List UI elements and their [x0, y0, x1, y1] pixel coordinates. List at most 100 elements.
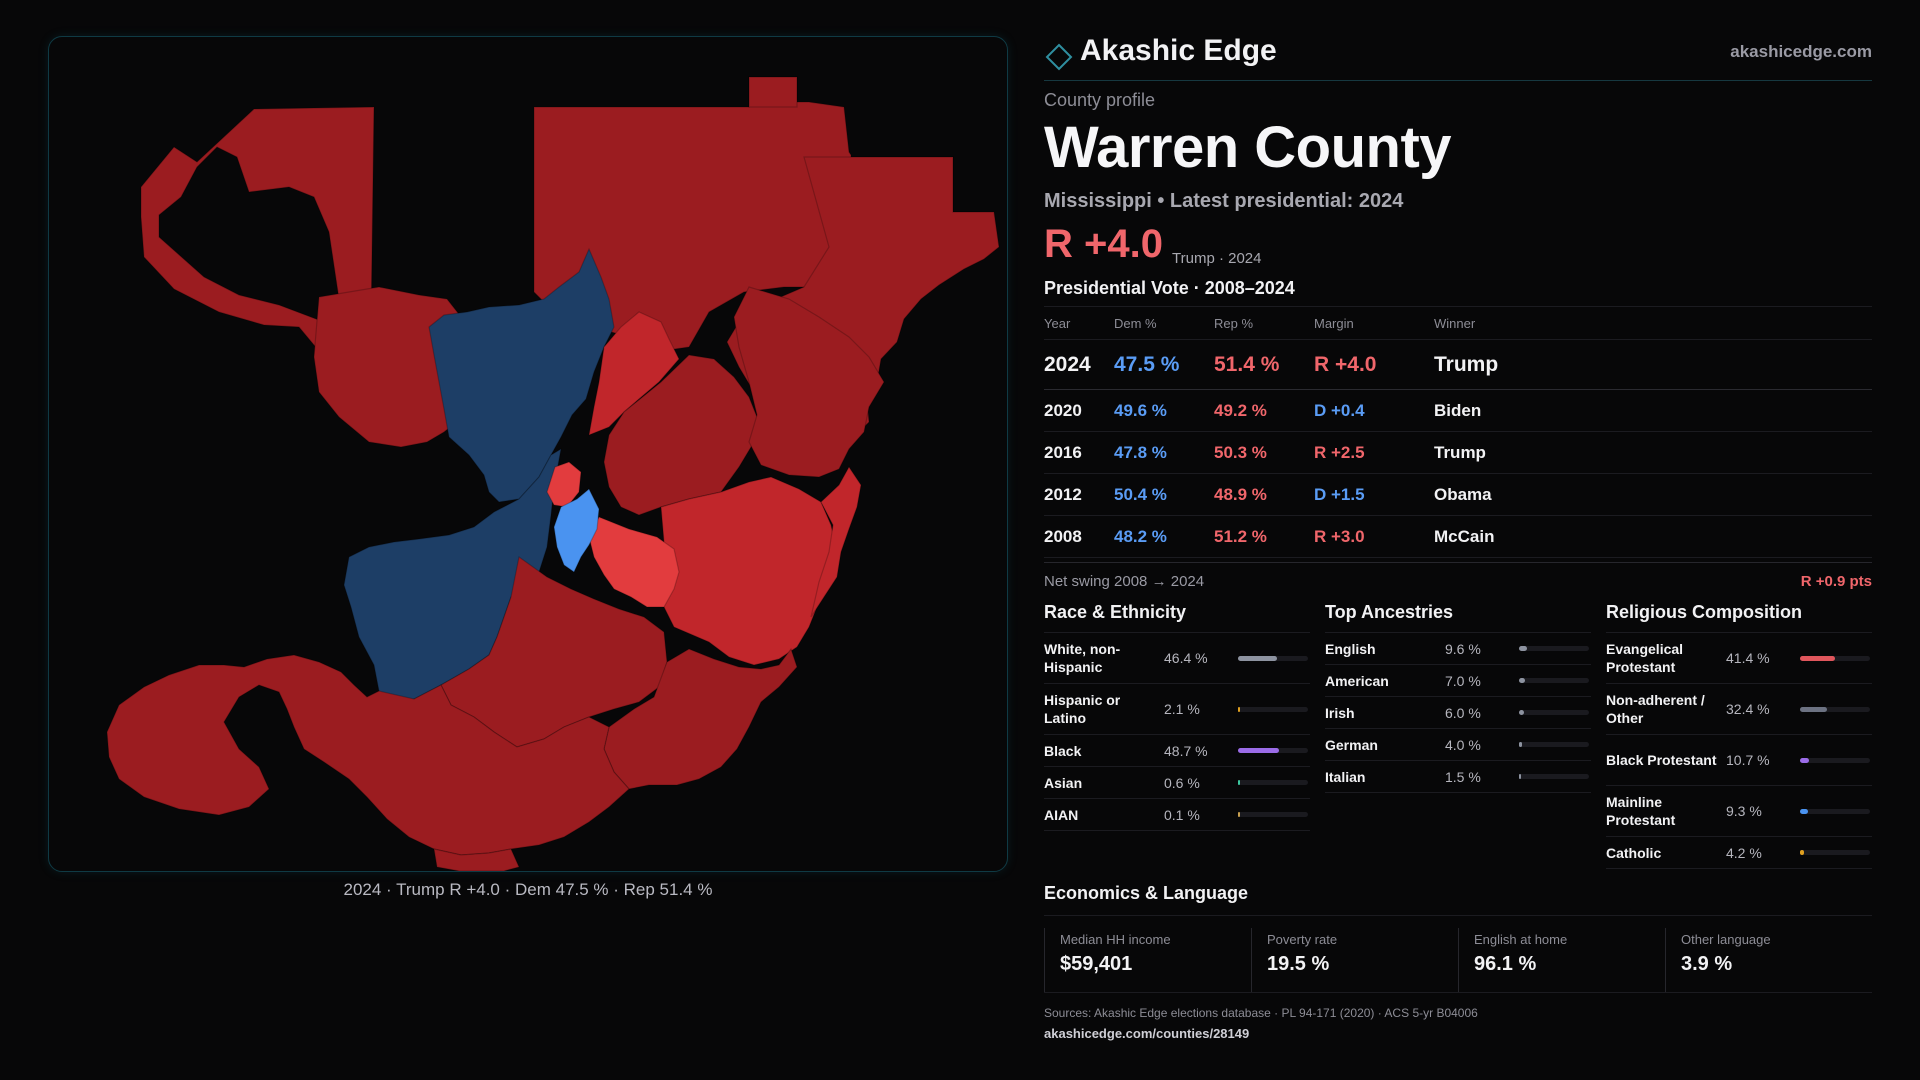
- race-name: AIAN: [1044, 806, 1079, 823]
- precinct-mid-3[interactable]: [733, 286, 885, 478]
- source-url-link[interactable]: akashicedge.com/counties/28149: [1044, 1026, 1250, 1041]
- ancestry-bar-track: [1519, 710, 1589, 715]
- ancestry-bar-fill: [1519, 646, 1528, 651]
- brand-url-link[interactable]: akashicedge.com: [1730, 42, 1872, 61]
- latest-margin: R +4.0: [1044, 222, 1163, 266]
- precinct-south-east[interactable]: [603, 647, 798, 790]
- race-bar-track: [1238, 655, 1308, 661]
- precinct-riverfront-north[interactable]: [428, 247, 615, 503]
- header-rep: Rep %: [1214, 306, 1314, 340]
- rep-pct-cell: 51.4 %: [1214, 339, 1314, 390]
- economics-label: Median HH income: [1060, 932, 1171, 947]
- year-cell: 2008: [1044, 515, 1114, 558]
- precinct-downtown-red[interactable]: [588, 516, 680, 608]
- race-pct: 48.7 %: [1164, 742, 1208, 759]
- vote-section-title: Presidential Vote · 2008–2024: [1044, 278, 1295, 298]
- county-subtitle: Mississippi • Latest presidential: 2024: [1044, 190, 1404, 212]
- ancestry-pct: 7.0 %: [1445, 672, 1481, 689]
- religion-name: Mainline Protestant: [1606, 794, 1676, 828]
- rep-pct-cell: 48.9 %: [1214, 473, 1314, 516]
- ancestry-row: American 7.0 %: [1325, 665, 1591, 697]
- vote-row-2012: 2012 50.4 % 48.9 % D +1.5 Obama: [1044, 473, 1872, 516]
- precinct-east-light[interactable]: [653, 476, 838, 666]
- precinct-mid-2[interactable]: [603, 354, 760, 516]
- county-map[interactable]: [48, 36, 1008, 872]
- brand-header: Akashic Edge akashicedge.com: [1044, 34, 1872, 81]
- margin-cell: D +0.4: [1314, 389, 1434, 432]
- ancestry-bar-fill: [1519, 710, 1525, 715]
- dem-pct-cell: 50.4 %: [1114, 473, 1214, 516]
- margin-cell: D +1.5: [1314, 473, 1434, 516]
- religion-pct: 9.3 %: [1726, 803, 1762, 819]
- race-bar-fill: [1238, 706, 1240, 712]
- margin-cell: R +2.5: [1314, 431, 1434, 474]
- header-margin: Margin: [1314, 306, 1434, 340]
- precinct-downtown-blue[interactable]: [553, 488, 600, 573]
- vote-row-2024: 2024 47.5 % 51.4 % R +4.0 Trump: [1044, 339, 1872, 390]
- ancestry-bar-fill: [1519, 774, 1521, 779]
- precinct-south-tip[interactable]: [433, 848, 520, 871]
- economics-value: $59,401: [1060, 953, 1133, 975]
- religion-bar-track: [1800, 757, 1870, 763]
- economics-cell: Median HH income $59,401: [1044, 928, 1251, 992]
- precinct-southwest[interactable]: [106, 654, 630, 856]
- precinct-east-edge[interactable]: [810, 465, 862, 618]
- religion-bar-track: [1800, 655, 1870, 661]
- religion-row: Mainline Protestant 9.3 %: [1606, 786, 1872, 837]
- religion-bar-fill: [1800, 850, 1804, 855]
- vote-row-2008: 2008 48.2 % 51.2 % R +3.0 McCain: [1044, 515, 1872, 558]
- margin-cell: R +3.0: [1314, 515, 1434, 558]
- economics-title: Economics & Language: [1044, 883, 1872, 916]
- race-pct: 0.6 %: [1164, 774, 1200, 791]
- religion-bar-fill: [1800, 757, 1809, 763]
- race-pct: 2.1 %: [1164, 701, 1200, 717]
- race-name: Black: [1044, 742, 1082, 759]
- ancestry-title: Top Ancestries: [1325, 600, 1591, 633]
- religion-row: Evangelical Protestant 41.4 %: [1606, 633, 1872, 684]
- precinct-mid-1[interactable]: [588, 311, 680, 436]
- race-bar-track: [1238, 706, 1308, 712]
- religion-bar-fill: [1800, 808, 1808, 814]
- race-bar-track: [1238, 780, 1308, 785]
- map-caption: 2024 · Trump R +4.0 · Dem 47.5 % · Rep 5…: [343, 880, 713, 899]
- religion-bar-track: [1800, 850, 1870, 855]
- religion-row: Catholic 4.2 %: [1606, 837, 1872, 869]
- ancestry-name: American: [1325, 672, 1389, 689]
- net-swing-label: Net swing 2008 → 2024: [1044, 573, 1205, 590]
- ancestry-pct: 4.0 %: [1445, 736, 1481, 753]
- race-title: Race & Ethnicity: [1044, 600, 1310, 633]
- precinct-downtown-red-small[interactable]: [546, 461, 582, 508]
- precinct-north-strip[interactable]: [748, 76, 798, 108]
- race-row: Asian 0.6 %: [1044, 767, 1310, 799]
- page-title: Warren County: [1044, 115, 1452, 180]
- winner-cell: McCain: [1434, 515, 1872, 558]
- year-cell: 2020: [1044, 389, 1114, 432]
- religion-bar-track: [1800, 808, 1870, 814]
- precinct-map-svg[interactable]: [49, 37, 1007, 871]
- county-profile-panel: Akashic Edge akashicedge.com County prof…: [1044, 0, 1872, 1080]
- race-bar-track: [1238, 748, 1308, 753]
- economics-value: 96.1 %: [1474, 953, 1537, 975]
- rep-pct-cell: 51.2 %: [1214, 515, 1314, 558]
- religion-name: Catholic: [1606, 844, 1662, 861]
- winner-cell: Obama: [1434, 473, 1872, 516]
- ancestry-panel: Top Ancestries English 9.6 % American 7.0 %…: [1325, 600, 1591, 793]
- religion-bar-track: [1800, 706, 1870, 712]
- winner-cell: Trump: [1434, 339, 1872, 390]
- religion-pct: 32.4 %: [1726, 701, 1770, 717]
- economics-value: 3.9 %: [1681, 953, 1733, 975]
- religion-pct: 10.7 %: [1726, 752, 1770, 768]
- ancestry-name: Irish: [1325, 704, 1355, 721]
- economics-grid: Median HH income $59,401 Poverty rate 19.5 …: [1044, 928, 1872, 993]
- religion-pct: 4.2 %: [1726, 844, 1762, 861]
- year-cell: 2016: [1044, 431, 1114, 474]
- economics-cell: Poverty rate 19.5 %: [1251, 928, 1458, 992]
- race-name: White, non-Hispanic: [1044, 641, 1121, 675]
- religion-name: Black Protestant: [1606, 752, 1717, 768]
- brand-name: Akashic Edge: [1080, 34, 1277, 67]
- economics-cell: Other language 3.9 %: [1665, 928, 1872, 992]
- economics-cell: English at home 96.1 %: [1458, 928, 1665, 992]
- religion-name: Non-adherent / Other: [1606, 692, 1705, 726]
- race-bar-fill: [1238, 655, 1277, 661]
- year-cell: 2024: [1044, 339, 1114, 390]
